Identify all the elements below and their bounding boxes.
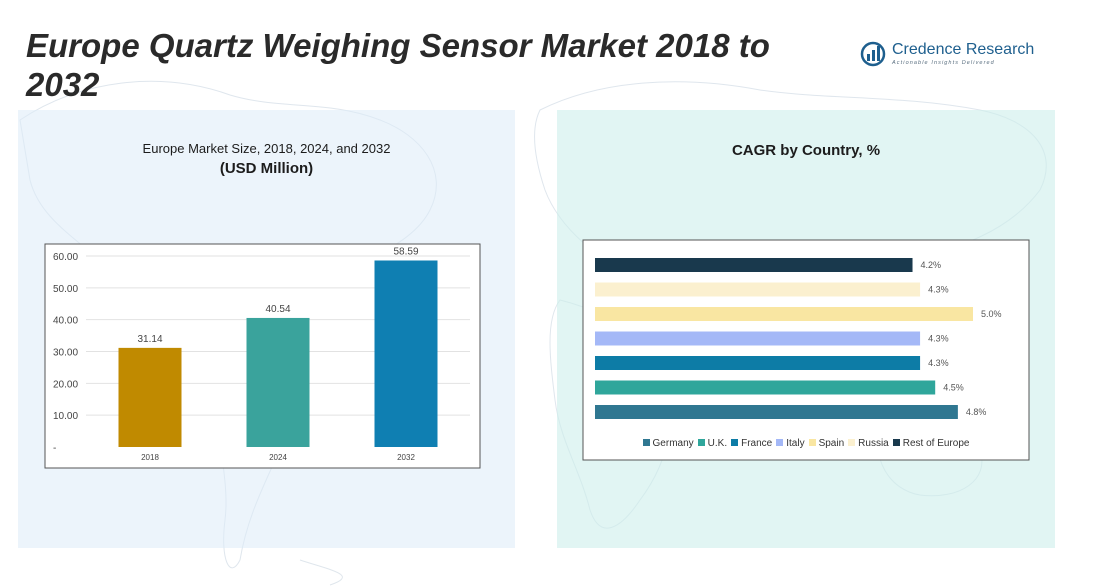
legend-label: Rest of Europe [902, 438, 970, 449]
legend-swatch [642, 439, 650, 446]
market-size-chart: - 10.00 20.00 30.00 40.00 50.00 60.00 31.14 2018… [44, 243, 481, 469]
legend-swatch [697, 439, 705, 446]
cagr-plot-frame [582, 239, 1030, 461]
cagr-data-label: 4.3% [928, 358, 949, 368]
x-tick-label: 2032 [397, 453, 415, 462]
cagr-chart-title: CAGR by Country, % [731, 142, 881, 159]
cagr-bar-russia [595, 282, 921, 297]
legend-swatch [808, 439, 816, 446]
cagr-bar-france [595, 356, 921, 370]
cagr-bar-italy [595, 331, 921, 346]
legend-label: U.K. [707, 438, 728, 449]
cagr-data-label: 4.8% [966, 407, 987, 417]
y-tick-label: 20.00 [53, 379, 78, 390]
market-size-panel: Europe Market Size, 2018, 2024, and 2032… [18, 110, 515, 548]
cagr-bar-germany [595, 405, 958, 419]
legend-label: Italy [786, 438, 805, 449]
cagr-bar-rest-of-europe [595, 258, 913, 272]
x-tick-label: 2024 [269, 453, 287, 462]
bar-2018 [118, 347, 182, 447]
cagr-panel: CAGR by Country, % 4.2% 4.3% 5.0% 4.3% 4.3% 4… [557, 110, 1055, 548]
bar-data-label: 31.14 [137, 334, 162, 345]
brand-logo: Credence Research Actionable Insights De… [860, 40, 1034, 70]
y-tick-label: - [53, 443, 56, 454]
legend-swatch [776, 439, 784, 446]
bar-data-label: 58.59 [393, 246, 418, 257]
y-tick-label: 30.00 [53, 348, 78, 359]
legend-label: Russia [858, 438, 889, 449]
brand-name: Credence Research [892, 41, 1035, 58]
cagr-chart: 4.2% 4.3% 5.0% 4.3% 4.3% 4.5% 4.8% [582, 239, 1030, 461]
legend-item: Spain [808, 438, 845, 449]
market-size-chart-title: Europe Market Size, 2018, 2024, and 2032 [142, 141, 391, 156]
cagr-bar-u-k [595, 380, 936, 395]
x-tick-label: 2018 [141, 453, 159, 462]
legend-swatch [892, 439, 900, 446]
cagr-data-label: 4.3% [928, 334, 949, 344]
cagr-data-label: 4.3% [928, 285, 949, 295]
legend-label: Spain [818, 438, 845, 449]
cagr-data-label: 4.2% [921, 260, 942, 270]
legend-item: U.K. [697, 438, 728, 449]
y-tick-label: 50.00 [53, 284, 78, 295]
y-tick-label: 10.00 [53, 411, 78, 422]
legend-label: Germany [652, 438, 694, 449]
page-title: Europe Quartz Weighing Sensor Market 201… [26, 27, 770, 103]
legend-swatch [731, 439, 739, 446]
legend-item: Rest of Europe [892, 438, 970, 449]
legend-label: France [741, 438, 773, 449]
legend-item: Italy [776, 438, 805, 449]
legend-item: France [731, 438, 772, 449]
credence-logo-icon [860, 41, 886, 67]
bar-2024 [246, 317, 310, 447]
market-size-chart-subtitle: (USD Million) [219, 160, 314, 177]
y-tick-label: 40.00 [53, 316, 78, 327]
brand-tagline: Actionable Insights Delivered [892, 60, 995, 66]
legend-item: Germany [642, 438, 694, 449]
cagr-bar-spain [595, 307, 973, 321]
legend-swatch [848, 439, 856, 446]
cagr-legend: Germany U.K. France Italy Spain Russia Rest of… [557, 438, 1055, 449]
y-tick-label: 60.00 [53, 252, 78, 263]
cagr-data-label: 5.0% [981, 309, 1002, 319]
bar-2032 [374, 260, 438, 447]
legend-item: Russia [848, 438, 889, 449]
cagr-data-label: 4.5% [943, 383, 964, 393]
bar-data-label: 40.54 [265, 304, 290, 315]
